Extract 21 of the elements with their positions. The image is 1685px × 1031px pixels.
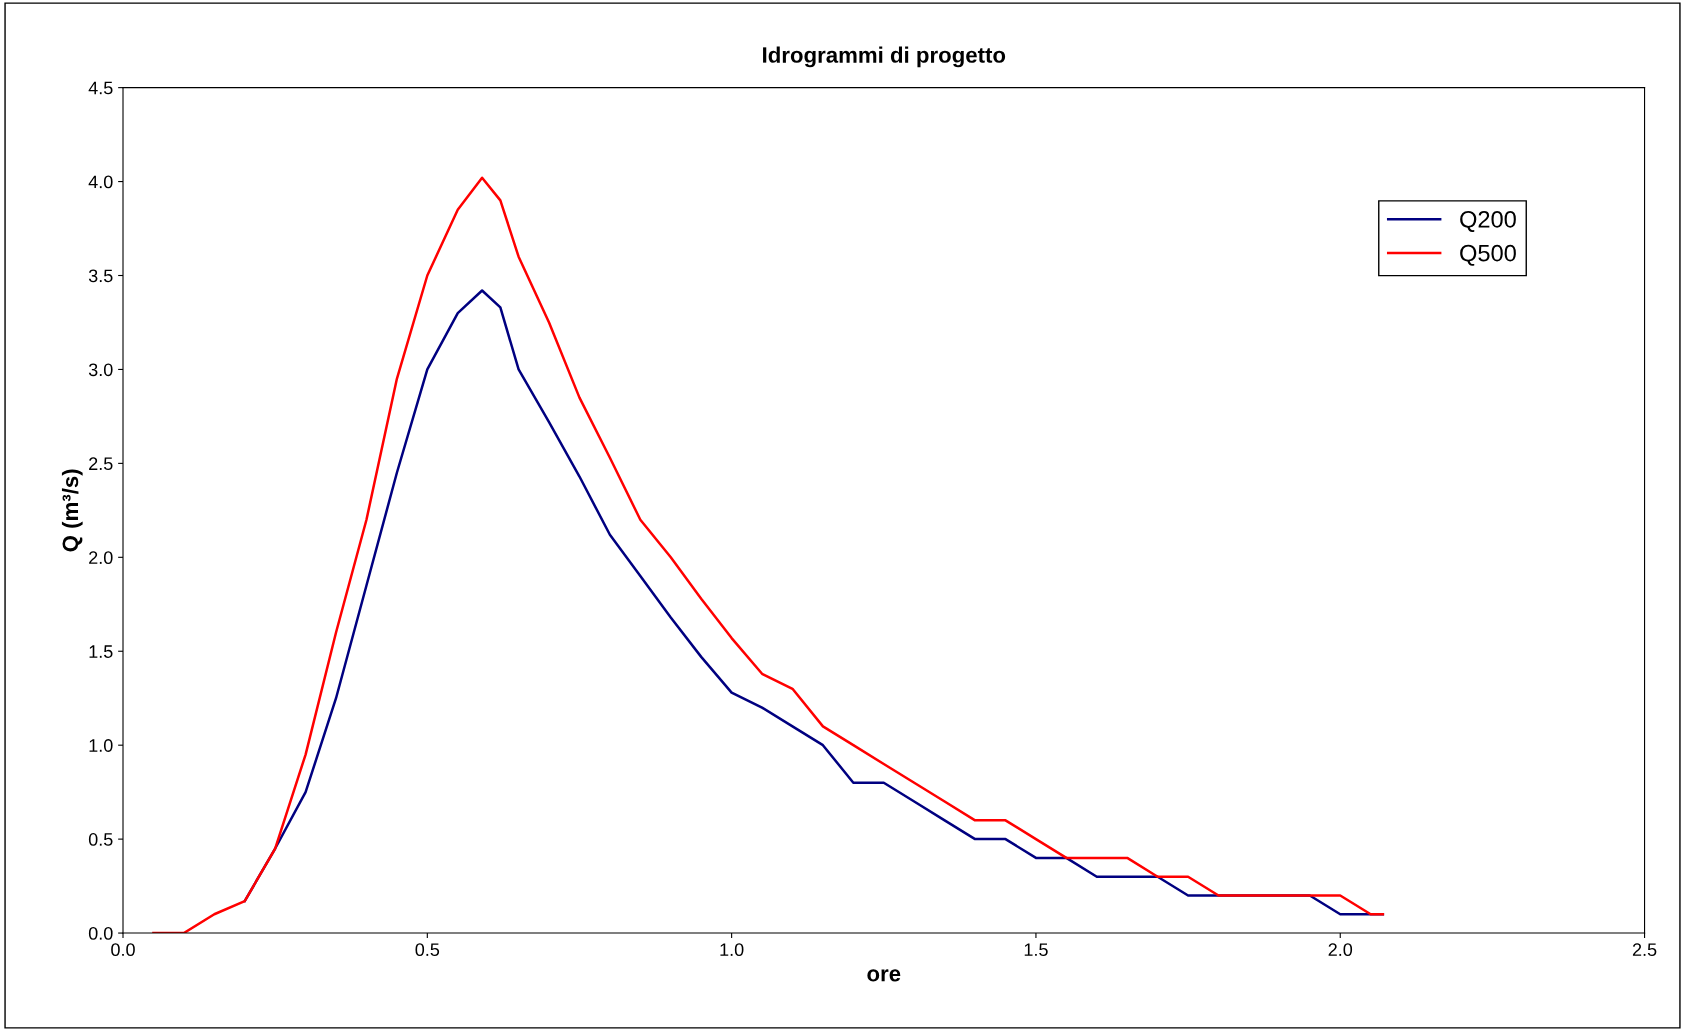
y-tick-label: 3.5 <box>88 269 113 283</box>
x-tick-label: 1.5 <box>1024 943 1048 957</box>
x-tick-label: 2.5 <box>1632 943 1657 957</box>
x-tick-label: 2.0 <box>1328 943 1353 957</box>
legend-label: Q200 <box>1460 210 1516 232</box>
y-tick-label: 4.5 <box>88 81 113 95</box>
x-tick-label: 1.0 <box>720 943 744 957</box>
y-tick-label: 2.5 <box>89 457 113 471</box>
y-tick-label: 1.0 <box>89 739 113 752</box>
y-tick-label: 0.0 <box>88 926 113 940</box>
y-tick-label: 4.0 <box>88 175 113 189</box>
x-axis-title: ore <box>867 969 901 982</box>
y-tick-label: 0.5 <box>88 833 113 846</box>
y-tick-label: 1.5 <box>89 645 113 658</box>
y-tick-label: 3.0 <box>88 363 113 377</box>
y-tick-label: 2.0 <box>89 551 113 565</box>
chart-title: Idrogrammi di progetto <box>763 46 1006 68</box>
x-tick-label: 0.5 <box>415 943 440 957</box>
y-axis-title: Q (m³/s) <box>61 469 83 552</box>
x-tick-label: 0.0 <box>111 943 135 957</box>
legend-label: Q500 <box>1460 244 1516 266</box>
